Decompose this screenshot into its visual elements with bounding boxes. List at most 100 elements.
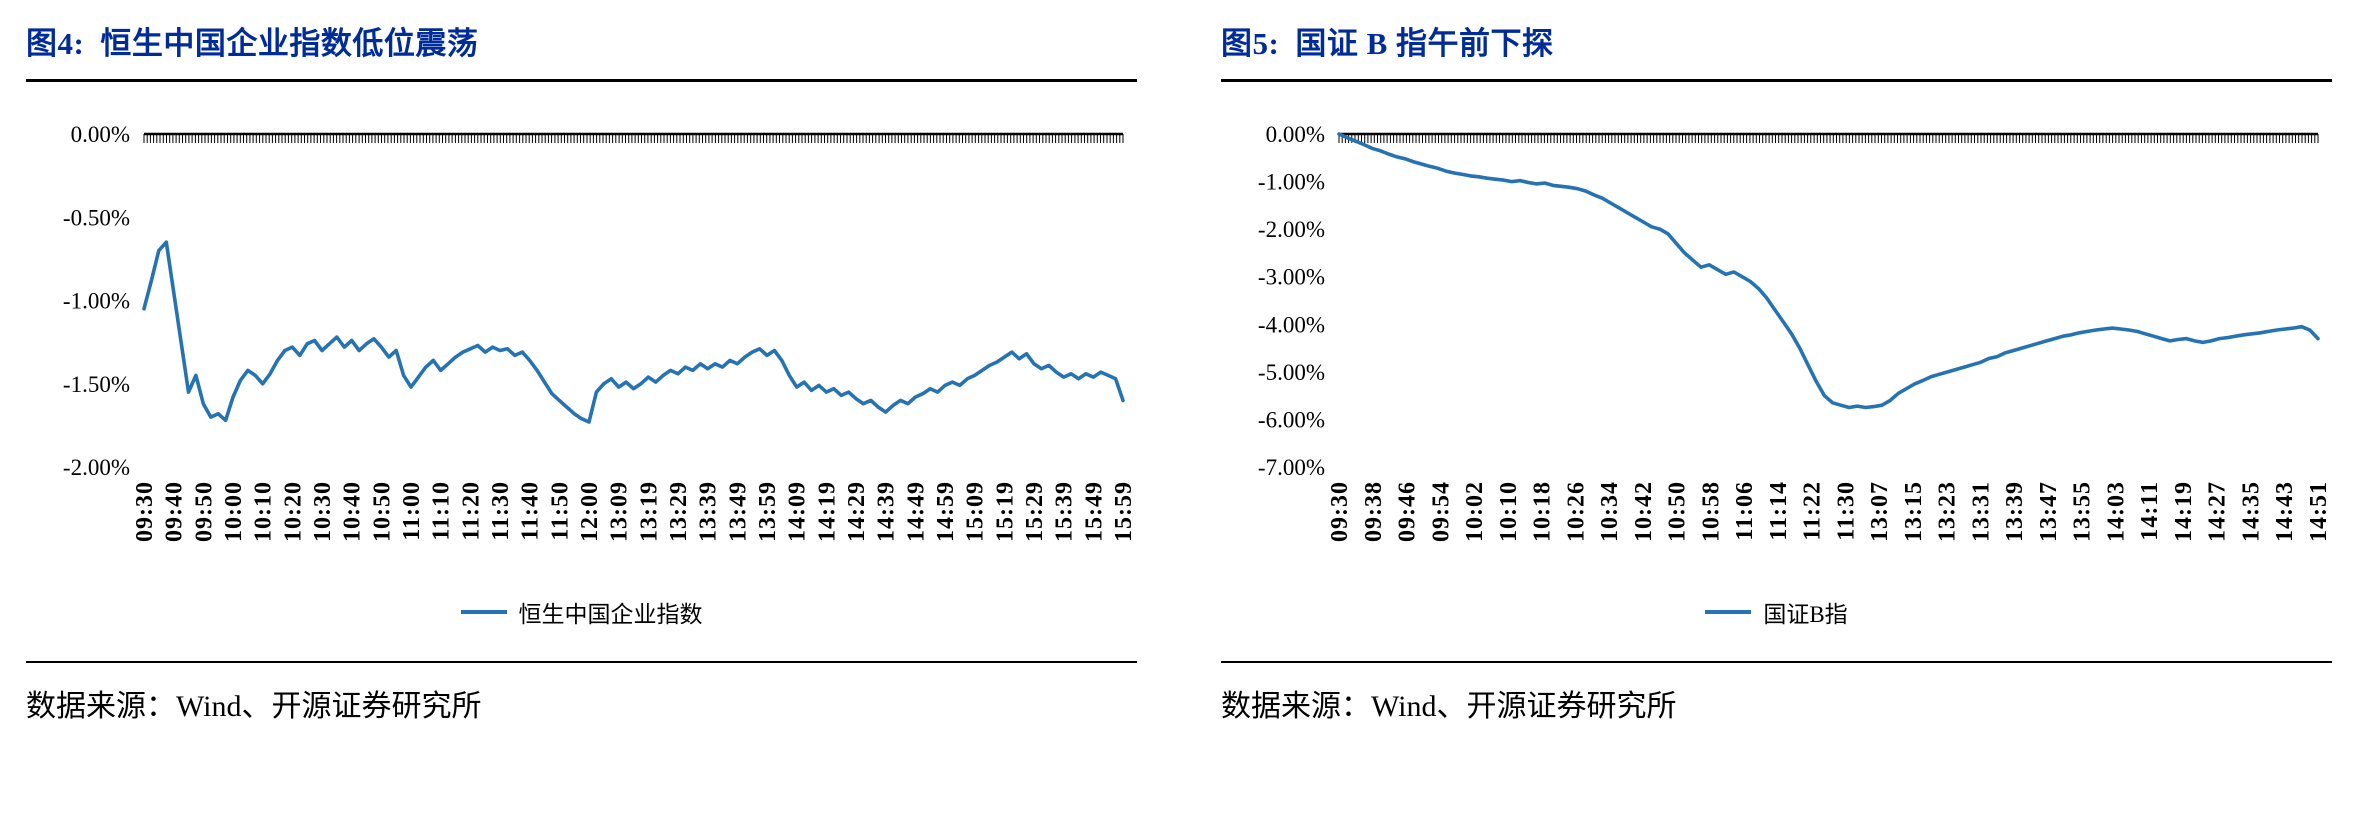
svg-text:-0.50%: -0.50% — [63, 205, 130, 230]
svg-text:14:11: 14:11 — [2137, 481, 2163, 541]
figure4-source-divider — [26, 661, 1137, 663]
svg-text:09:30: 09:30 — [1327, 481, 1353, 542]
svg-text:14:27: 14:27 — [2205, 481, 2231, 542]
svg-text:0.00%: 0.00% — [71, 122, 130, 147]
figure4-label: 图4: — [26, 26, 85, 61]
svg-text:13:31: 13:31 — [1968, 481, 1994, 542]
svg-text:11:50: 11:50 — [547, 481, 573, 541]
svg-text:13:55: 13:55 — [2070, 481, 2096, 542]
figure5-label: 图5: — [1221, 26, 1280, 61]
svg-text:09:54: 09:54 — [1428, 481, 1454, 542]
svg-text:15:19: 15:19 — [992, 481, 1018, 542]
svg-text:14:59: 14:59 — [933, 481, 959, 542]
svg-text:13:39: 13:39 — [2002, 481, 2028, 542]
figure4-title: 图4: 恒生中国企业指数低位震荡 — [26, 18, 1137, 63]
svg-text:11:10: 11:10 — [429, 481, 455, 541]
svg-text:15:39: 15:39 — [1052, 481, 1078, 542]
svg-text:-1.00%: -1.00% — [1258, 170, 1325, 195]
svg-text:0.00%: 0.00% — [1266, 122, 1325, 147]
figure5-source-divider — [1221, 661, 2332, 663]
svg-text:10:20: 10:20 — [280, 481, 306, 542]
svg-text:11:14: 11:14 — [1766, 481, 1792, 541]
svg-text:09:46: 09:46 — [1395, 481, 1421, 542]
svg-text:14:19: 14:19 — [2171, 481, 2197, 542]
svg-text:14:49: 14:49 — [903, 481, 929, 542]
svg-text:13:47: 13:47 — [2036, 481, 2062, 542]
svg-text:15:59: 15:59 — [1111, 481, 1137, 542]
svg-text:11:40: 11:40 — [518, 481, 544, 541]
svg-text:-3.00%: -3.00% — [1258, 265, 1325, 290]
svg-text:13:39: 13:39 — [696, 481, 722, 542]
svg-text:12:00: 12:00 — [577, 481, 603, 542]
svg-text:10:18: 10:18 — [1530, 481, 1556, 542]
svg-text:14:03: 14:03 — [2103, 481, 2129, 542]
svg-text:10:00: 10:00 — [221, 481, 247, 542]
svg-text:13:59: 13:59 — [755, 481, 781, 542]
svg-text:14:35: 14:35 — [2239, 481, 2265, 542]
svg-text:10:10: 10:10 — [1496, 481, 1522, 542]
svg-text:14:19: 14:19 — [814, 481, 840, 542]
svg-text:11:30: 11:30 — [1833, 481, 1859, 541]
svg-text:15:49: 15:49 — [1081, 481, 1107, 542]
report-figures: 图4: 恒生中国企业指数低位震荡 0.00% -0.50% -1.00% -1.50% -… — [26, 14, 2332, 725]
svg-text:10:30: 10:30 — [310, 481, 336, 542]
svg-text:11:00: 11:00 — [399, 481, 425, 541]
svg-text:10:26: 10:26 — [1563, 481, 1589, 542]
figure5-source-text: 数据来源：Wind、开源证券研究所 — [1221, 690, 1677, 723]
svg-text:10:02: 10:02 — [1462, 481, 1488, 542]
svg-text:15:29: 15:29 — [1022, 481, 1048, 542]
svg-text:14:43: 14:43 — [2272, 481, 2298, 542]
svg-text:10:50: 10:50 — [369, 481, 395, 542]
figure4-legend: 恒生中国企业指数 — [26, 597, 1137, 627]
svg-text:13:23: 13:23 — [1935, 481, 1961, 542]
svg-text:11:30: 11:30 — [488, 481, 514, 541]
svg-text:-1.00%: -1.00% — [63, 289, 130, 314]
svg-text:13:09: 13:09 — [607, 481, 633, 542]
svg-text:09:40: 09:40 — [162, 481, 188, 542]
svg-text:10:34: 10:34 — [1597, 481, 1623, 542]
svg-text:13:19: 13:19 — [636, 481, 662, 542]
svg-text:10:40: 10:40 — [340, 481, 366, 542]
svg-text:14:09: 14:09 — [785, 481, 811, 542]
svg-text:-2.00%: -2.00% — [63, 455, 130, 480]
figure5-title-divider — [1221, 79, 2332, 82]
figure5-title: 图5: 国证 B 指午前下探 — [1221, 18, 2332, 63]
figure4-panel: 图4: 恒生中国企业指数低位震荡 0.00% -0.50% -1.00% -1.50% -… — [26, 14, 1137, 725]
figure5-legend-label: 国证B指 — [1763, 602, 1848, 627]
figure4-line-chart: 0.00% -0.50% -1.00% -1.50% -2.00% 09:30 09:40 0… — [26, 82, 1137, 587]
svg-text:11:22: 11:22 — [1800, 481, 1826, 541]
svg-text:14:29: 14:29 — [844, 481, 870, 542]
svg-text:-6.00%: -6.00% — [1258, 407, 1325, 432]
figure4-title-divider — [26, 79, 1137, 82]
svg-text:14:51: 14:51 — [2306, 481, 2332, 542]
svg-text:10:58: 10:58 — [1698, 481, 1724, 542]
svg-text:13:15: 13:15 — [1901, 481, 1927, 542]
svg-text:10:42: 10:42 — [1631, 481, 1657, 542]
svg-text:11:06: 11:06 — [1732, 481, 1758, 541]
svg-text:-7.00%: -7.00% — [1258, 455, 1325, 480]
figure4-source-text: 数据来源：Wind、开源证券研究所 — [26, 690, 482, 723]
svg-text:10:50: 10:50 — [1665, 481, 1691, 542]
figure5-title-text: 国证 B 指午前下探 — [1295, 26, 1554, 61]
figure4-legend-line-swatch — [460, 610, 507, 614]
svg-text:-1.50%: -1.50% — [63, 372, 130, 397]
svg-text:-4.00%: -4.00% — [1258, 312, 1325, 337]
figure4-title-text: 恒生中国企业指数低位震荡 — [100, 26, 479, 61]
svg-text:13:49: 13:49 — [725, 481, 751, 542]
figure5-panel: 图5: 国证 B 指午前下探 0.00% -1.00% -2.00% -3.00% -4.… — [1221, 14, 2332, 725]
svg-text:10:10: 10:10 — [251, 481, 277, 542]
figure4-legend-label: 恒生中国企业指数 — [518, 602, 703, 627]
svg-text:14:39: 14:39 — [874, 481, 900, 542]
svg-text:09:38: 09:38 — [1361, 481, 1387, 542]
svg-text:-2.00%: -2.00% — [1258, 217, 1325, 242]
svg-text:15:09: 15:09 — [963, 481, 989, 542]
figure5-legend: 国证B指 — [1221, 597, 2332, 627]
figure5-line-chart: 0.00% -1.00% -2.00% -3.00% -4.00% -5.00% -6.00… — [1221, 82, 2332, 587]
figure5-legend-line-swatch — [1705, 610, 1752, 614]
svg-text:13:07: 13:07 — [1867, 481, 1893, 542]
svg-text:13:29: 13:29 — [666, 481, 692, 542]
svg-text:-5.00%: -5.00% — [1258, 360, 1325, 385]
svg-text:09:50: 09:50 — [191, 481, 217, 542]
svg-text:09:30: 09:30 — [132, 481, 158, 542]
svg-text:11:20: 11:20 — [458, 481, 484, 541]
